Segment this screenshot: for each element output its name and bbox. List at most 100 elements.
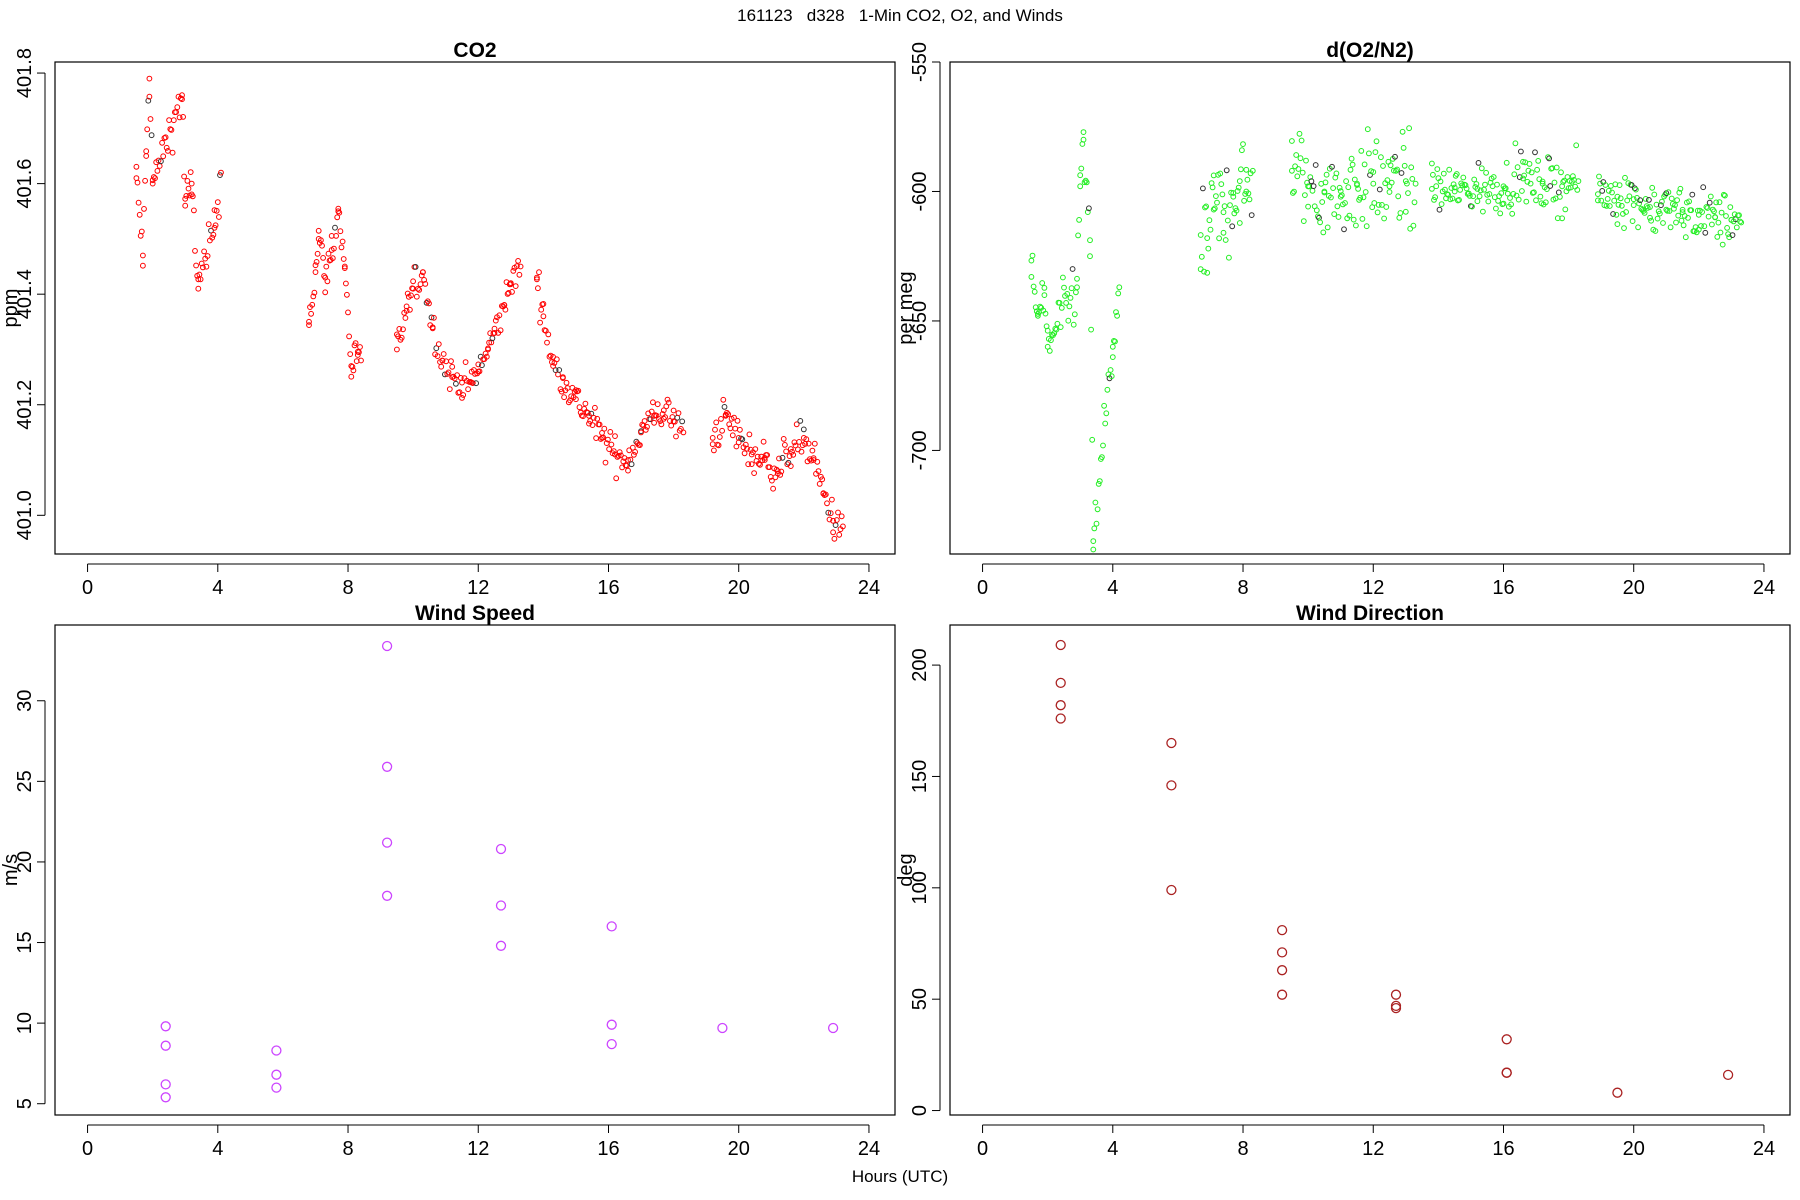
data-point [1614, 221, 1621, 228]
data-point [1276, 989, 1288, 1000]
data-point [805, 440, 812, 447]
data-point [1386, 183, 1393, 190]
data-point [1462, 182, 1469, 189]
data-point [576, 404, 583, 411]
data-point [726, 421, 733, 428]
data-point [315, 236, 322, 242]
y-tick-label: 100 [909, 871, 931, 904]
data-point [1197, 266, 1204, 273]
data-point [1728, 217, 1735, 223]
data-point [1073, 289, 1079, 296]
data-point [454, 372, 461, 379]
data-point [182, 195, 189, 202]
data-point [1633, 186, 1639, 193]
data-point [205, 221, 212, 228]
data-point [1302, 192, 1308, 199]
data-point [1235, 184, 1242, 191]
y-tick-label: 401.4 [14, 269, 36, 319]
data-point [1671, 205, 1677, 212]
y-tick-label: 401.8 [14, 48, 36, 98]
data-point [755, 460, 762, 467]
data-point [271, 1082, 282, 1093]
data-point [168, 126, 175, 133]
data-point [1360, 194, 1367, 201]
data-point [1294, 173, 1301, 180]
data-points [1028, 125, 1745, 553]
data-point [176, 114, 183, 121]
data-point [193, 262, 200, 269]
data-point [1429, 186, 1435, 192]
data-point [1081, 179, 1088, 186]
data-point [798, 448, 805, 455]
data-point [403, 307, 410, 314]
x-tick-label: 0 [977, 577, 988, 599]
data-point [1390, 1000, 1402, 1012]
data-point [163, 144, 170, 151]
data-point [501, 302, 508, 309]
data-point [211, 224, 218, 231]
data-point [203, 263, 210, 270]
data-point [1075, 232, 1081, 239]
data-point [612, 451, 618, 458]
data-point [829, 496, 835, 503]
data-point [1539, 180, 1546, 187]
data-point [651, 419, 657, 426]
data-point [1680, 222, 1687, 229]
data-point [1313, 207, 1320, 214]
y-tick-label: 5 [14, 1098, 36, 1109]
data-point [1276, 924, 1288, 936]
data-point [1373, 138, 1380, 145]
data-point [783, 448, 789, 455]
data-point [135, 199, 142, 206]
data-point [558, 388, 565, 395]
data-point [1289, 138, 1295, 144]
data-point [720, 396, 727, 403]
data-point [1463, 185, 1470, 192]
data-point [1077, 172, 1084, 179]
data-point [201, 248, 208, 255]
data-point [402, 315, 409, 321]
data-point [435, 341, 442, 348]
data-point [625, 467, 631, 474]
data-point [1471, 176, 1478, 183]
data-point [660, 407, 667, 414]
data-point [774, 468, 781, 475]
data-point [1595, 191, 1601, 198]
data-point [1310, 183, 1317, 190]
data-point [1392, 153, 1398, 160]
data-point [143, 148, 150, 155]
data-point [1539, 178, 1546, 185]
data-point [615, 452, 622, 459]
data-point [1547, 183, 1554, 189]
x-tick-label: 20 [1623, 1138, 1645, 1160]
data-point [1328, 194, 1334, 201]
data-point [1660, 220, 1666, 226]
data-point [1293, 152, 1300, 158]
data-point [515, 258, 521, 264]
data-point [1370, 169, 1377, 175]
data-point [485, 346, 491, 353]
data-point [1064, 291, 1071, 297]
data-point [552, 367, 559, 374]
data-point [654, 401, 661, 408]
data-point [1672, 202, 1678, 209]
data-point [1109, 354, 1116, 361]
data-point [1613, 211, 1620, 218]
data-point [662, 414, 668, 421]
data-point [742, 441, 749, 448]
data-point [709, 441, 716, 448]
data-point [679, 418, 686, 425]
data-point [1521, 172, 1527, 179]
data-point [584, 409, 591, 416]
y-tick-label: 25 [14, 770, 36, 792]
data-point [187, 169, 194, 176]
data-point [170, 117, 177, 124]
data-point [1289, 167, 1295, 174]
data-point [827, 1022, 839, 1034]
data-point [1451, 184, 1458, 191]
data-point [1249, 167, 1256, 174]
data-point [592, 404, 598, 411]
data-point [1648, 217, 1654, 224]
data-point [778, 468, 785, 475]
data-point [1614, 193, 1621, 200]
